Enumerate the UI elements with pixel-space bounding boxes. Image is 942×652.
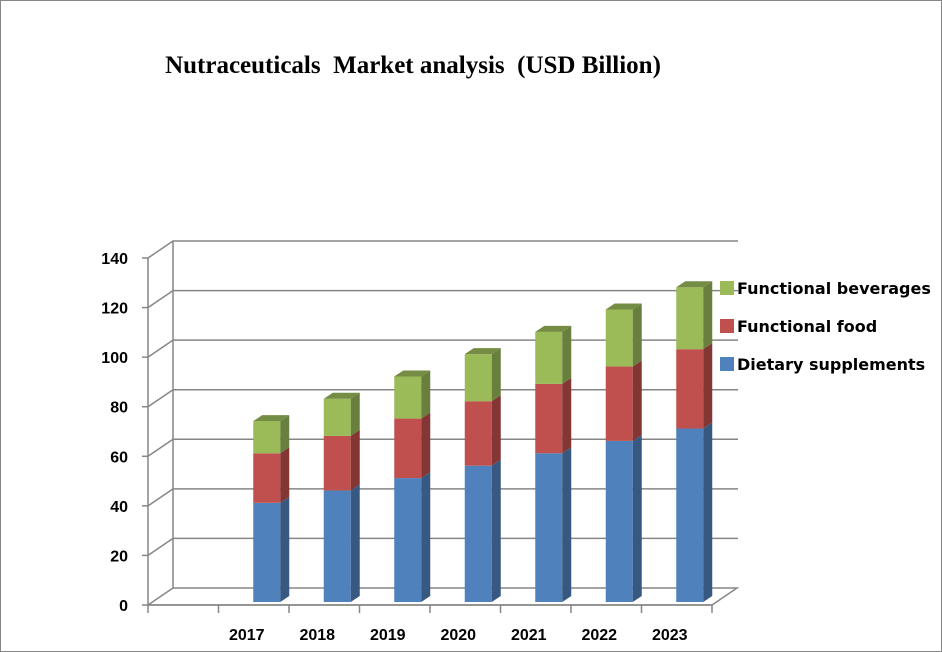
gridline bbox=[147, 537, 738, 557]
bar-functional-beverages bbox=[323, 398, 351, 436]
legend-swatch bbox=[720, 357, 734, 371]
bar-dietary-supplements bbox=[535, 453, 563, 602]
legend-swatch bbox=[720, 319, 734, 333]
legend-label: Functional beverages bbox=[737, 279, 931, 298]
bar-side bbox=[280, 415, 290, 454]
gridline bbox=[147, 289, 738, 309]
bar-functional-food bbox=[676, 349, 704, 429]
bar-dietary-supplements bbox=[676, 428, 704, 602]
bar-dietary-supplements bbox=[323, 490, 351, 602]
bar-side bbox=[350, 392, 360, 436]
bar-top bbox=[253, 415, 290, 422]
y-tick-label: 20 bbox=[110, 548, 128, 565]
bar-side bbox=[562, 377, 572, 454]
bar-side bbox=[421, 412, 431, 479]
bar-side bbox=[703, 422, 713, 602]
y-tick-label: 100 bbox=[101, 350, 128, 367]
y-tick-label: 60 bbox=[110, 449, 128, 466]
bar-functional-food bbox=[253, 453, 281, 503]
legend-label: Functional food bbox=[737, 317, 877, 336]
y-tick-label: 140 bbox=[101, 251, 128, 268]
bar-functional-beverages bbox=[605, 309, 633, 367]
bar-functional-beverages bbox=[394, 376, 422, 419]
x-tick-label: 2019 bbox=[370, 627, 406, 644]
gridline bbox=[147, 388, 738, 408]
bar-side bbox=[350, 484, 360, 602]
bar-side bbox=[562, 325, 572, 384]
bar-side bbox=[491, 459, 501, 602]
gridline bbox=[147, 339, 738, 358]
bar-side bbox=[421, 472, 431, 602]
y-tick-label: 80 bbox=[110, 400, 128, 417]
bar-dietary-supplements bbox=[605, 440, 633, 602]
bar-dietary-supplements bbox=[253, 502, 281, 602]
legend-swatch bbox=[720, 281, 734, 295]
bar-top bbox=[676, 281, 713, 288]
chart-floor bbox=[145, 587, 740, 606]
bar-side bbox=[632, 434, 642, 602]
bar-side bbox=[280, 447, 290, 503]
bar-side bbox=[632, 360, 642, 441]
x-tick-label: 2022 bbox=[581, 627, 617, 644]
x-tick-label: 2018 bbox=[299, 627, 335, 644]
bar-functional-food bbox=[464, 401, 492, 466]
bar-functional-food bbox=[535, 383, 563, 454]
bar-side bbox=[562, 447, 572, 602]
bar-dietary-supplements bbox=[394, 478, 422, 602]
bar-functional-beverages bbox=[676, 287, 704, 350]
legend-label: Dietary supplements bbox=[737, 355, 925, 374]
bar-top bbox=[535, 325, 572, 332]
y-tick-label: 0 bbox=[119, 598, 128, 615]
bar-side bbox=[632, 303, 642, 367]
bar-side bbox=[703, 343, 713, 429]
bar-functional-food bbox=[323, 435, 351, 491]
gridline bbox=[147, 488, 738, 507]
x-tick-label: 2023 bbox=[652, 627, 688, 644]
bar-side bbox=[703, 281, 713, 350]
bar-functional-beverages bbox=[535, 331, 563, 384]
bar-side bbox=[491, 348, 501, 402]
x-tick-label: 2017 bbox=[229, 627, 265, 644]
x-tick-label: 2021 bbox=[511, 627, 547, 644]
bar-side bbox=[280, 496, 290, 602]
bar-functional-beverages bbox=[253, 421, 281, 454]
y-tick-label: 120 bbox=[101, 301, 128, 318]
bar-side bbox=[350, 429, 360, 491]
bar-top bbox=[323, 392, 360, 399]
bar-top bbox=[464, 348, 501, 355]
bar-dietary-supplements bbox=[464, 465, 492, 602]
x-tick-label: 2020 bbox=[440, 627, 476, 644]
bar-functional-food bbox=[394, 418, 422, 479]
gridline bbox=[147, 240, 738, 259]
bar-functional-food bbox=[605, 366, 633, 441]
bar-side bbox=[421, 370, 431, 419]
bar-side bbox=[491, 395, 501, 466]
gridline bbox=[147, 438, 738, 457]
bar-functional-beverages bbox=[464, 354, 492, 402]
bar-top bbox=[605, 303, 642, 310]
chart-title: Nutraceuticals Market analysis (USD Bill… bbox=[165, 52, 661, 79]
bar-top bbox=[394, 370, 431, 377]
y-tick-label: 40 bbox=[110, 499, 128, 516]
